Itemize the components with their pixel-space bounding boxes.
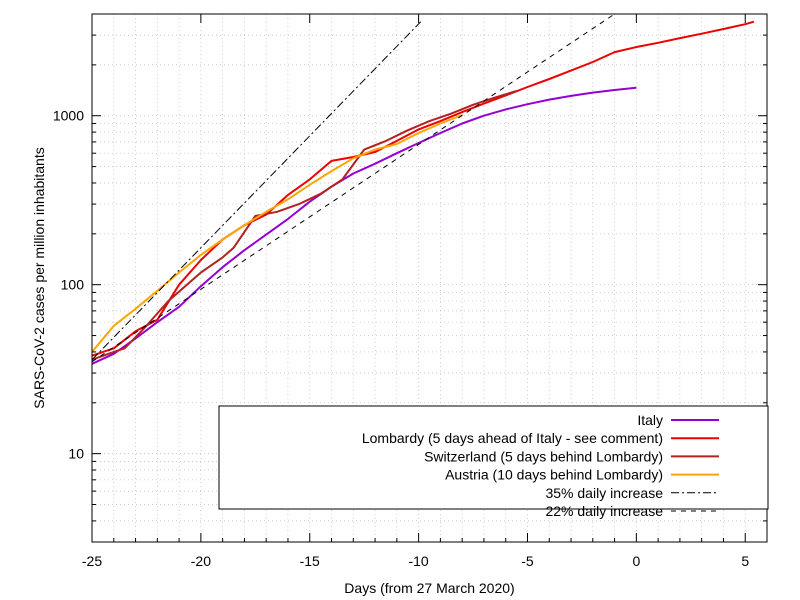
x-tick-label: 5 (741, 553, 749, 569)
x-tick-label: -20 (191, 553, 211, 569)
x-axis-label: Days (from 27 March 2020) (344, 580, 514, 596)
axis-ticks (91, 13, 768, 543)
x-tick-label: -10 (408, 553, 428, 569)
y-axis-label: SARS-CoV-2 cases per million inhabitants (31, 147, 47, 408)
series-line-35-daily-increase (92, 21, 422, 361)
legend-label: Austria (10 days behind Lombardy) (445, 467, 663, 483)
series-line-22-daily-increase (92, 14, 615, 363)
x-tick-label: -25 (82, 553, 102, 569)
legend-box (218, 405, 769, 510)
legend-label: Italy (637, 412, 663, 428)
series-line-lombardy-5-days-ahead-of (92, 20, 755, 357)
tick-labels: -25 -20 -15 -10 -5 0 5 10 100 1000 (53, 108, 749, 569)
x-tick-label: 0 (632, 553, 640, 569)
legend-label: 35% daily increase (545, 485, 663, 501)
legend: Italy Lombardy (5 days ahead of Italy - s… (218, 405, 769, 519)
x-tick-label: -15 (300, 553, 320, 569)
legend-label: 22% daily increase (545, 503, 663, 519)
series-line-italy (92, 86, 637, 365)
series-line-austria-10-days-behind-l (92, 114, 463, 353)
y-tick-label: 10 (68, 446, 84, 462)
x-tick-label: -5 (521, 553, 534, 569)
series-line-switzerland-5-days-behin (92, 90, 517, 361)
y-tick-label: 1000 (53, 108, 84, 124)
y-tick-label: 100 (61, 277, 85, 293)
plot-frame (91, 13, 768, 543)
series-lines (92, 14, 755, 365)
legend-label: Switzerland (5 days behind Lombardy) (424, 448, 663, 464)
legend-label: Lombardy (5 days ahead of Italy - see co… (362, 430, 663, 446)
